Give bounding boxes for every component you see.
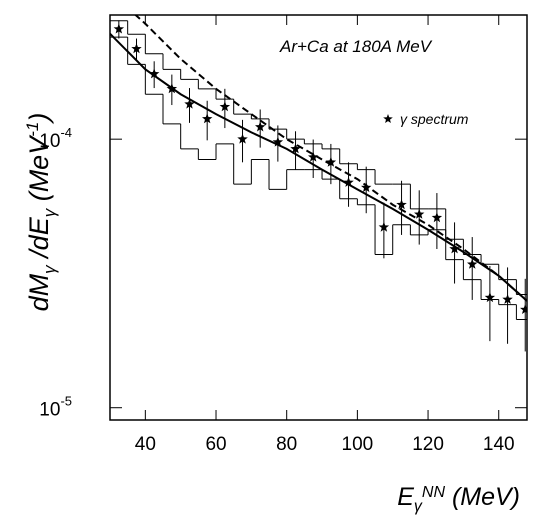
y-tick-base: 10 [39, 131, 60, 152]
y-tick-label: 10-5 [39, 394, 72, 421]
solid-curve [110, 33, 527, 302]
legend-label: γ spectrum [400, 111, 469, 127]
y-tick-exponent: -4 [60, 125, 72, 140]
data-point [343, 176, 354, 187]
x-label-part: (MeV) [445, 483, 520, 511]
x-label-part: γ [414, 498, 423, 515]
x-tick-label: 140 [483, 434, 515, 455]
data-point [184, 98, 195, 109]
data-point [484, 292, 496, 303]
data-point [467, 258, 478, 269]
data-point [255, 121, 266, 132]
data-point [290, 143, 301, 154]
x-label-part: E [397, 483, 414, 511]
annotation: Ar+Ca at 180A MeV [279, 37, 433, 56]
x-label-part: NN [422, 484, 446, 501]
y-label-part: (MeV [24, 134, 54, 209]
x-tick-label: 40 [135, 434, 156, 455]
y-axis-label: dMγ /dEγ (MeV-1) [23, 113, 59, 312]
y-label-part: /dE [24, 216, 54, 265]
data-point [219, 101, 231, 112]
data-point [414, 208, 425, 219]
x-tick-label: 80 [276, 434, 297, 455]
y-tick-exponent: -5 [60, 394, 72, 409]
data-point [431, 212, 443, 223]
data-point [449, 243, 460, 254]
x-axis-label: EγNN (MeV) [397, 483, 520, 515]
data-point [113, 23, 125, 34]
data-point [502, 294, 513, 304]
dashed-curve [134, 15, 527, 302]
x-tick-label: 100 [342, 434, 374, 455]
data-point [361, 182, 372, 193]
data-point [308, 151, 319, 162]
y-tick-base: 10 [39, 400, 60, 421]
data-point [520, 304, 527, 314]
data-point [131, 43, 142, 54]
y-label-part: γ [40, 207, 59, 217]
data-point [166, 83, 178, 94]
data-point [325, 156, 337, 167]
data-point [237, 133, 248, 144]
data-point [148, 68, 160, 79]
data-point [202, 113, 213, 124]
legend-marker [383, 114, 393, 123]
y-tick-label: 10-4 [39, 125, 72, 152]
x-tick-label: 120 [412, 434, 444, 455]
data-point [396, 199, 407, 210]
y-label-part: ) [24, 113, 54, 125]
y-label-part: γ [40, 264, 59, 274]
data-point [378, 221, 390, 232]
plot-area [110, 15, 527, 352]
data-point [272, 136, 284, 147]
x-tick-label: 60 [205, 434, 226, 455]
y-label-part: dM [24, 273, 54, 311]
y-label-part: -1 [23, 122, 42, 137]
plot-frame [109, 14, 528, 421]
